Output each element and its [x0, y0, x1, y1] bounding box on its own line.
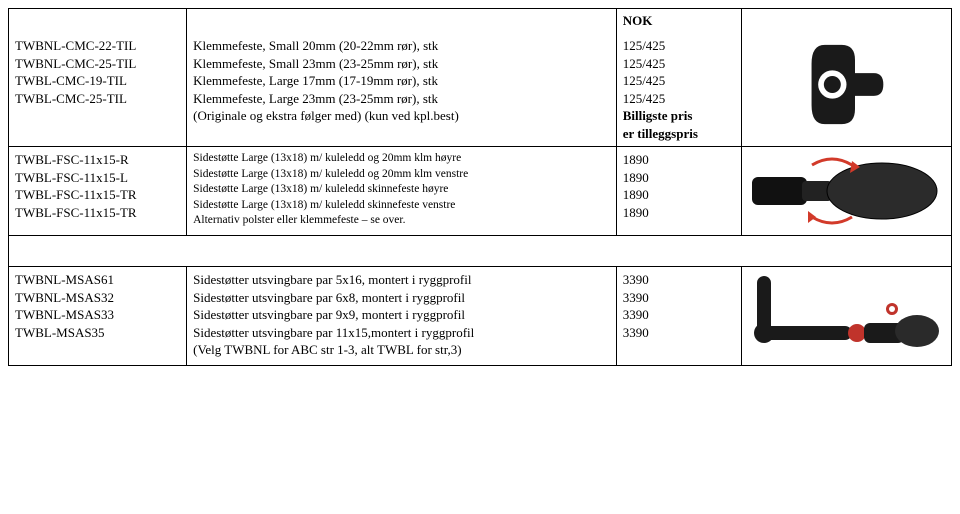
desc: Klemmefeste, Small 23mm (23-25mm rør), s… — [193, 55, 610, 73]
desc: Sidestøtte Large (13x18) m/ kuleledd og … — [193, 151, 610, 167]
code: TWBL-FSC-11x15-TR — [15, 204, 180, 222]
code: TWBL-CMC-19-TIL — [15, 72, 180, 90]
price: er tilleggspris — [623, 125, 736, 143]
codes-cell: TWBNL-CMC-22-TIL TWBNL-CMC-25-TIL TWBL-C… — [9, 33, 187, 147]
price: 125/425 — [623, 37, 736, 55]
code: TWBNL-CMC-22-TIL — [15, 37, 180, 55]
desc: Klemmefeste, Small 20mm (20-22mm rør), s… — [193, 37, 610, 55]
row-block2: TWBL-FSC-11x15-R TWBL-FSC-11x15-L TWBL-F… — [9, 147, 952, 236]
desc-cell: Klemmefeste, Small 20mm (20-22mm rør), s… — [187, 33, 617, 147]
desc: (Velg TWBNL for ABC str 1-3, alt TWBL fo… — [193, 341, 610, 359]
price: 3390 — [623, 271, 736, 289]
image-cell-clamp — [742, 33, 952, 147]
desc: Sidestøtter utsvingbare par 5x16, monter… — [193, 271, 610, 289]
price: 1890 — [623, 169, 736, 187]
side-support-icon — [752, 151, 942, 231]
product-table: NOK TWBNL-CMC-22-TIL TWBNL-CMC-25-TIL TW… — [8, 8, 952, 366]
desc-cell: Sidestøtter utsvingbare par 5x16, monter… — [187, 267, 617, 366]
price: 3390 — [623, 306, 736, 324]
price: 3390 — [623, 324, 736, 342]
desc-cell: Sidestøtte Large (13x18) m/ kuleledd og … — [187, 147, 617, 236]
desc: Sidestøtte Large (13x18) m/ kuleledd ski… — [193, 198, 610, 214]
image-cell-pad — [742, 147, 952, 236]
clamp-icon — [804, 37, 889, 132]
price: 3390 — [623, 289, 736, 307]
code: TWBL-FSC-11x15-TR — [15, 186, 180, 204]
code: TWBNL-CMC-25-TIL — [15, 55, 180, 73]
desc: Klemmefeste, Large 17mm (17-19mm rør), s… — [193, 72, 610, 90]
code: TWBL-FSC-11x15-L — [15, 169, 180, 187]
row-block1: TWBNL-CMC-22-TIL TWBNL-CMC-25-TIL TWBL-C… — [9, 33, 952, 147]
price-cell: 3390 3390 3390 3390 — [616, 267, 742, 366]
price: 1890 — [623, 151, 736, 169]
swing-support-icon — [752, 271, 942, 361]
desc: Sidestøtte Large (13x18) m/ kuleledd ski… — [193, 182, 610, 198]
price-cell: 1890 1890 1890 1890 — [616, 147, 742, 236]
desc: Sidestøtter utsvingbare par 6x8, montert… — [193, 289, 610, 307]
image-cell-swing — [742, 267, 952, 366]
price: 125/425 — [623, 72, 736, 90]
price-cell: 125/425 125/425 125/425 125/425 Billigst… — [616, 33, 742, 147]
code: TWBNL-MSAS32 — [15, 289, 180, 307]
code: TWBL-FSC-11x15-R — [15, 151, 180, 169]
desc: Klemmefeste, Large 23mm (23-25mm rør), s… — [193, 90, 610, 108]
desc: Alternativ polster eller klemmefeste – s… — [193, 213, 610, 229]
desc: Sidestøtter utsvingbare par 11x15,monter… — [193, 324, 610, 342]
row-block3: TWBNL-MSAS61 TWBNL-MSAS32 TWBNL-MSAS33 T… — [9, 267, 952, 366]
code: TWBNL-MSAS61 — [15, 271, 180, 289]
price-header: NOK — [616, 9, 742, 34]
code: TWBL-CMC-25-TIL — [15, 90, 180, 108]
price: 125/425 — [623, 55, 736, 73]
price: 1890 — [623, 186, 736, 204]
spacer-row — [9, 236, 952, 267]
codes-cell: TWBNL-MSAS61 TWBNL-MSAS32 TWBNL-MSAS33 T… — [9, 267, 187, 366]
code: TWBNL-MSAS33 — [15, 306, 180, 324]
price: 1890 — [623, 204, 736, 222]
code: TWBL-MSAS35 — [15, 324, 180, 342]
price: Billigste pris — [623, 107, 736, 125]
codes-cell: TWBL-FSC-11x15-R TWBL-FSC-11x15-L TWBL-F… — [9, 147, 187, 236]
price: 125/425 — [623, 90, 736, 108]
desc: Sidestøtte Large (13x18) m/ kuleledd og … — [193, 167, 610, 183]
desc: (Originale og ekstra følger med) (kun ve… — [193, 107, 610, 125]
desc: Sidestøtter utsvingbare par 9x9, montert… — [193, 306, 610, 324]
header-row: NOK — [9, 9, 952, 34]
